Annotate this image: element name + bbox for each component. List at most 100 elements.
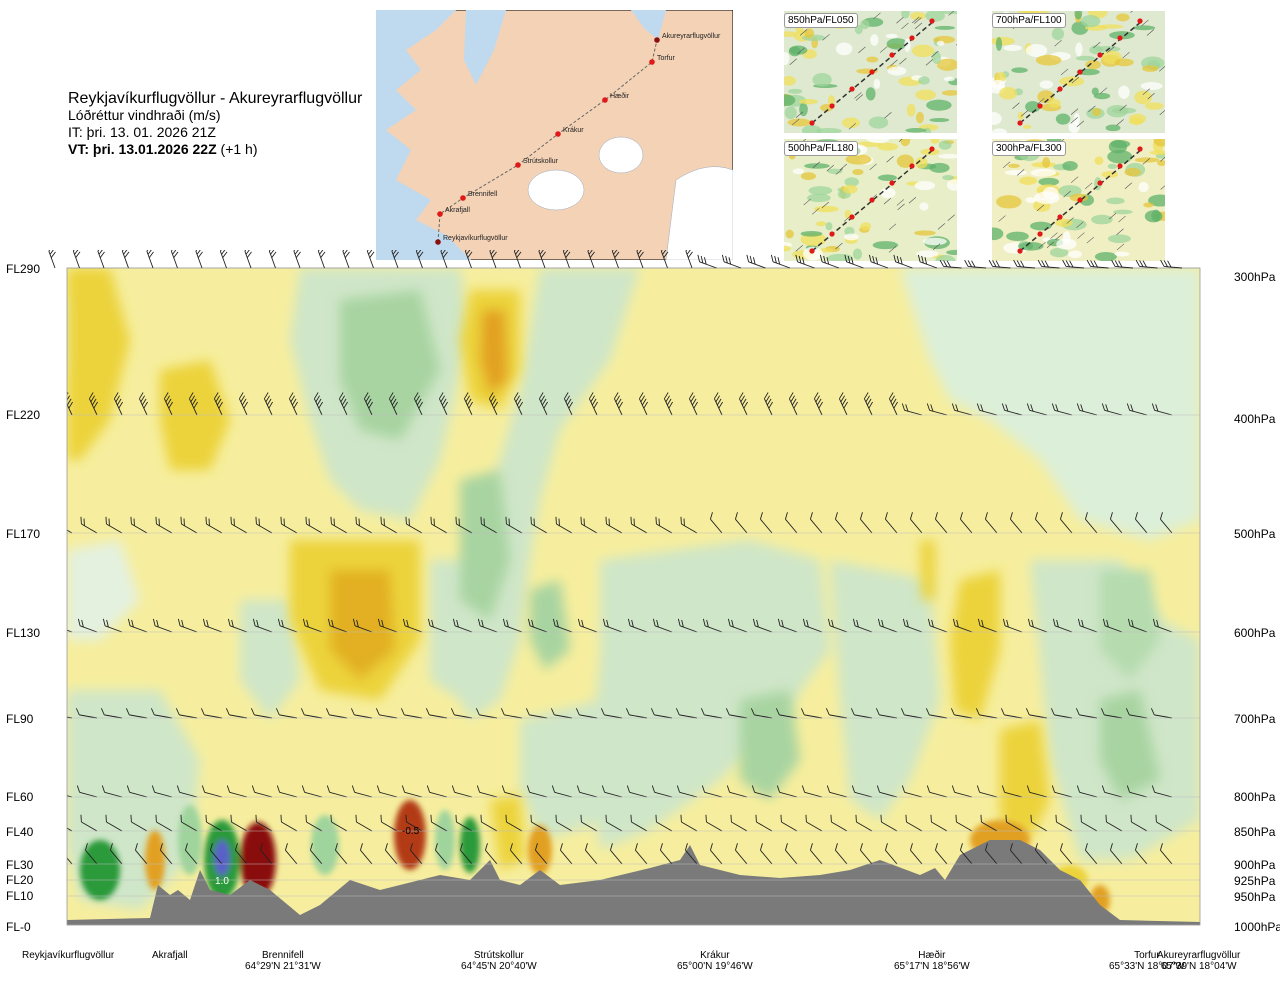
thumbnail-route-point [1037,231,1043,237]
wind-barb [888,392,898,416]
wind-barb [813,392,823,416]
wind-barb [627,618,648,633]
map-waypoint [515,162,521,168]
top-wind-barb [1062,259,1085,269]
top-wind-barb [513,250,522,269]
wind-barb [476,785,498,798]
wind-barb [138,392,148,416]
thumbnail-wind-barb [897,203,905,211]
top-wind-barb [893,254,913,269]
wind-barb [1055,814,1073,832]
wind-barb [377,618,398,633]
top-wind-barb [988,259,1011,269]
thumbnail-field-cell [932,51,941,65]
thumbnail-field-cell [880,187,896,199]
wind-barb [680,814,698,832]
thumbnail-route-point [849,86,855,92]
thumbnail-route-point [909,163,915,169]
top-wind-barb [366,250,375,269]
wind-barb [1159,843,1173,865]
thumbnail-wind-barb [908,197,917,204]
thumbnail-wind-barb [1076,120,1085,128]
thumbnail-route-point [809,248,815,254]
thumbnail-route-point [929,146,935,152]
wind-barb [480,814,498,832]
wind-barb [1102,618,1123,633]
wind-barb [150,708,173,719]
thumbnail-wind-barb [1142,88,1150,95]
thumbnail-label: 500hPa/FL180 [784,141,858,156]
thumbnail-field-cell [926,99,952,111]
wind-barb [563,392,573,416]
wind-barb [926,403,948,416]
wind-barb [330,516,348,534]
thumbnail-wind-barb [1050,232,1058,239]
wind-barb [213,392,223,416]
wind-barb [905,814,923,832]
wind-barb [1151,785,1173,798]
fl-label: FL10 [6,889,34,903]
fl-label: FL170 [6,527,41,541]
thumbnail-wind-barb [914,17,922,24]
thumbnail-850hpa[interactable]: 850hPa/FL050 [784,11,957,133]
wind-barb [977,618,998,633]
thumbnail-field-cell [789,45,808,55]
thumbnail-wind-barb [883,197,892,205]
contour-label-1: 1.0 [215,876,229,887]
wind-barb [901,785,923,798]
wind-barb [1084,843,1098,865]
wind-barb [313,392,323,416]
wind-barb [863,392,873,416]
thumbnail-field-cell [1055,113,1071,125]
thumbnail-wind-barb [890,59,898,66]
wind-barb [663,392,673,416]
thumbnail-700hpa[interactable]: 700hPa/FL100 [992,11,1165,133]
wind-barb [655,814,673,832]
thumbnail-field-cell [1157,160,1165,166]
thumbnail-field-cell [901,11,910,19]
top-wind-barb [868,254,889,269]
map-waypoint [654,37,660,43]
thumbnail-field-cell [943,76,955,82]
thumbnail-wind-barb [901,22,909,30]
thumbnail-route-point [809,120,815,126]
thumbnail-wind-barb [789,58,797,66]
thumbnail-field-cell [1037,90,1055,104]
thumbnail-field-cell [1114,58,1134,67]
wind-barb [1130,814,1148,832]
wind-barb [125,708,148,719]
wind-barb [152,618,173,633]
thumbnail-field-cell [935,255,956,261]
wind-barb [205,516,223,534]
wind-barb [1076,785,1098,798]
wind-barb [884,512,898,534]
thumbnail-field-cell [1051,27,1065,41]
wind-barb [250,708,273,719]
wind-barb [426,785,448,798]
thumbnail-field-cell [929,162,950,173]
wind-barb [188,392,198,416]
thumbnail-route-point [1117,35,1123,41]
wind-barb [509,843,523,865]
thumbnail-wind-barb [888,223,897,231]
wind-barb [252,618,273,633]
wind-barb [1034,512,1048,534]
thumbnail-500hpa[interactable]: 500hPa/FL180 [784,139,957,261]
thumbnail-route-point [1077,69,1083,75]
fl-label: FL290 [6,262,41,276]
thumbnail-field-cell [1075,55,1096,61]
thumbnail-field-cell [1073,112,1080,126]
thumbnail-wind-barb [1016,169,1025,176]
wind-barb [227,618,248,633]
thumbnail-wind-barb [1130,11,1133,13]
fl-label: FL60 [6,790,34,804]
wind-barb [134,843,148,865]
wind-barb [638,392,648,416]
wind-barb [175,708,198,719]
thumbnail-300hpa[interactable]: 300hPa/FL300 [992,139,1165,261]
top-wind-barb [685,250,693,269]
wind-barb [375,708,398,719]
thumbnail-route-point [1057,86,1063,92]
wind-barb [1001,785,1023,798]
wind-barb [225,708,248,719]
